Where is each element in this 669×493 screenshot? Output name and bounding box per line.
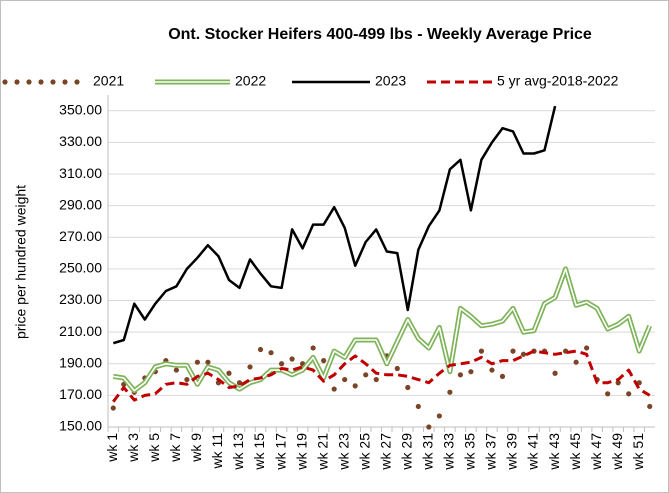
x-tick-label: wk 11	[209, 433, 225, 470]
data-point	[352, 383, 358, 389]
data-point	[436, 413, 442, 419]
y-tick-label: 350.00	[59, 102, 102, 118]
legend-symbol	[14, 79, 20, 85]
legend-symbol	[38, 79, 44, 85]
y-tick-label: 230.00	[59, 291, 102, 307]
x-tick-label: wk 29	[399, 433, 415, 471]
data-point	[584, 345, 590, 351]
data-point	[605, 391, 611, 397]
data-point	[394, 365, 400, 372]
line-series-inner	[113, 268, 651, 392]
legend-symbol	[50, 79, 56, 85]
data-point	[489, 367, 495, 373]
y-tick-label: 270.00	[59, 228, 102, 244]
x-tick-label: wk 1	[104, 433, 120, 463]
x-tick-label: wk 39	[504, 433, 520, 471]
data-point	[278, 361, 285, 367]
legend-label: 2021	[93, 73, 124, 89]
x-tick-label: wk 47	[588, 433, 604, 471]
x-tick-label: wk 25	[356, 433, 372, 471]
data-point	[310, 345, 316, 351]
legend-symbol	[74, 79, 80, 85]
data-point	[321, 358, 327, 364]
data-point	[342, 376, 348, 383]
y-tick-label: 290.00	[59, 196, 102, 212]
data-point	[110, 405, 116, 411]
line-series	[112, 105, 557, 345]
data-point	[468, 369, 474, 375]
y-tick-label: 210.00	[59, 323, 102, 339]
x-tick-label: wk 23	[335, 433, 351, 471]
data-point	[184, 376, 190, 383]
y-tick-label: 250.00	[59, 260, 102, 276]
x-tick-label: wk 15	[251, 433, 267, 471]
x-tick-label: wk 51	[630, 433, 646, 471]
data-point	[478, 348, 485, 354]
x-tick-label: wk 7	[167, 433, 183, 463]
data-point	[247, 364, 253, 370]
data-point	[573, 359, 579, 365]
x-tick-label: wk 37	[483, 433, 499, 471]
x-tick-label: wk 33	[441, 433, 457, 471]
y-tick-label: 150.00	[59, 418, 102, 434]
data-point	[499, 373, 506, 380]
x-tick-label: wk 43	[546, 433, 562, 471]
chart-title: Ont. Stocker Heifers 400-499 lbs - Weekl…	[168, 26, 592, 43]
x-tick-label: wk 35	[462, 433, 478, 471]
data-point	[331, 386, 337, 392]
data-point	[363, 372, 369, 378]
data-point	[647, 403, 653, 410]
data-point	[289, 356, 295, 362]
x-tick-label: wk 3	[125, 433, 141, 463]
x-tick-label: wk 19	[293, 433, 309, 471]
y-tick-label: 310.00	[59, 165, 102, 181]
legend-label: 2022	[235, 73, 266, 89]
legend-symbol	[2, 79, 8, 85]
x-tick-label: wk 27	[377, 433, 393, 471]
legend-symbol	[26, 79, 32, 85]
y-tick-label: 190.00	[59, 354, 102, 370]
data-point	[194, 359, 201, 365]
x-tick-label: wk 45	[567, 433, 583, 471]
data-point	[626, 391, 632, 397]
data-point	[520, 351, 527, 357]
data-point	[173, 367, 179, 373]
data-point	[205, 359, 211, 365]
x-tick-label: wk 41	[525, 433, 541, 471]
data-point	[552, 370, 558, 376]
line-series	[112, 266, 653, 394]
data-point	[447, 389, 453, 395]
x-tick-label: wk 9	[188, 433, 204, 463]
x-tick-label: wk 17	[272, 433, 288, 471]
data-point	[268, 350, 274, 356]
x-tick-label: wk 13	[230, 433, 246, 471]
x-tick-label: wk 31	[420, 433, 436, 471]
legend-label: 5 yr avg-2018-2022	[497, 73, 619, 89]
x-tick-label: wk 21	[314, 433, 330, 471]
x-tick-label: wk 49	[609, 433, 625, 471]
data-point	[415, 403, 421, 410]
line-series	[112, 349, 651, 403]
data-point	[457, 372, 463, 378]
data-point	[405, 384, 411, 391]
legend-symbol	[62, 79, 68, 85]
y-axis-label: price per hundred weight	[13, 185, 29, 339]
data-point	[510, 348, 516, 354]
y-tick-label: 170.00	[59, 386, 102, 402]
legend-label: 2023	[375, 73, 406, 89]
data-point	[236, 380, 243, 386]
data-point	[373, 376, 379, 383]
data-point	[257, 346, 264, 353]
data-point	[226, 370, 232, 376]
y-tick-label: 330.00	[59, 133, 102, 149]
data-point	[426, 424, 432, 430]
x-tick-label: wk 5	[146, 433, 162, 463]
